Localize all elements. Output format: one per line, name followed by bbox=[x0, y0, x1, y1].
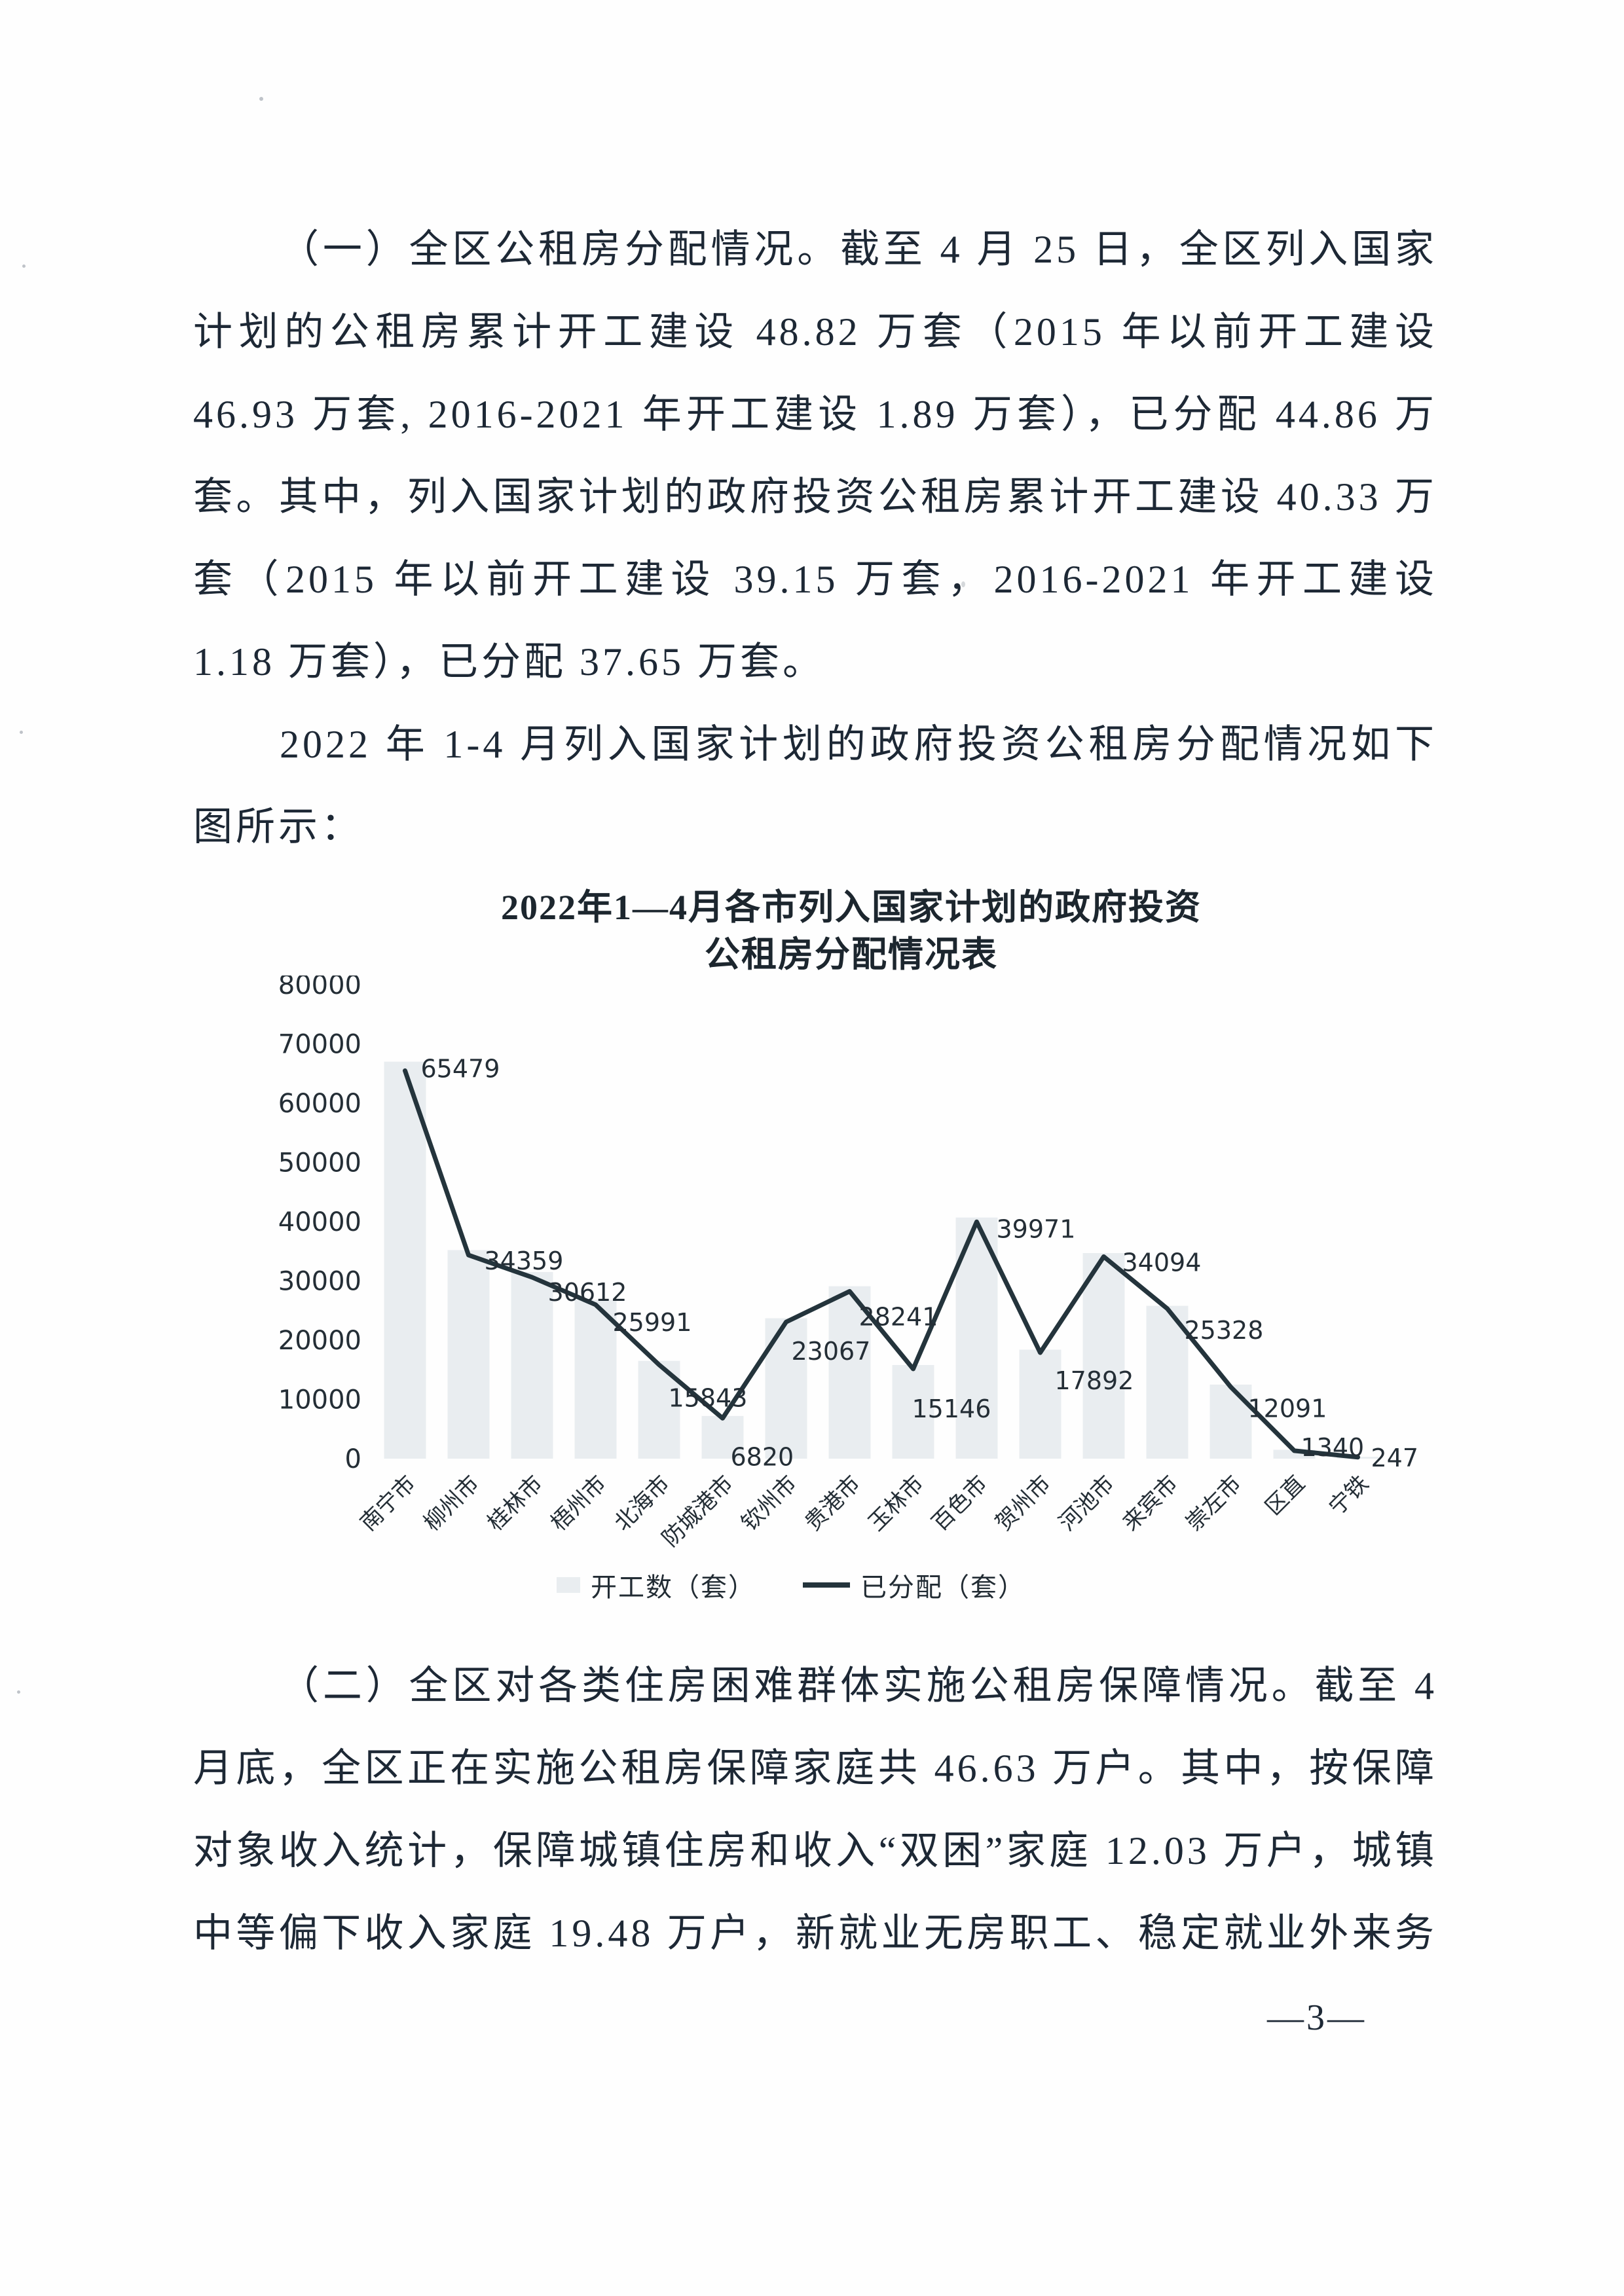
legend-item-started: 开工数（套） bbox=[557, 1566, 756, 1604]
paragraph-housing-security: （二）全区对各类住房困难群体实施公租房保障情况。截至 4 月底，全区正在实施公租… bbox=[193, 1664, 1437, 1955]
data-label: 30612 bbox=[548, 1278, 627, 1307]
started-bar bbox=[447, 1250, 490, 1459]
x-category-label: 来宾市 bbox=[1118, 1471, 1183, 1536]
data-label: 34359 bbox=[485, 1247, 564, 1275]
started-bar bbox=[1019, 1349, 1061, 1459]
allocated-line bbox=[403, 1068, 1360, 1460]
scan-speck bbox=[20, 731, 23, 734]
top-text-block: （一）全区公租房分配情况。截至 4 月 25 日，全区列入国家计划的公租房累计开… bbox=[193, 208, 1437, 868]
x-category-label: 北海市 bbox=[610, 1471, 674, 1536]
data-label: 12091 bbox=[1248, 1394, 1327, 1423]
scan-speck bbox=[22, 264, 26, 268]
x-category-label: 桂林市 bbox=[483, 1471, 547, 1536]
scan-speck bbox=[961, 581, 965, 587]
page-number: —3— bbox=[1267, 1997, 1367, 2038]
x-category-label: 南宁市 bbox=[356, 1471, 420, 1536]
started-bar bbox=[511, 1271, 553, 1459]
started-bar bbox=[701, 1415, 744, 1459]
started-bar bbox=[1082, 1252, 1125, 1459]
chart-title: 2022年1—4月各市列入国家计划的政府投资 公租房分配情况表 bbox=[275, 884, 1428, 978]
x-category-label: 区直 bbox=[1261, 1471, 1310, 1520]
y-tick-label: 60000 bbox=[278, 1089, 361, 1119]
chart-title-line-2: 公租房分配情况表 bbox=[705, 935, 998, 974]
data-label: 1340 bbox=[1301, 1433, 1365, 1462]
y-tick-label: 20000 bbox=[278, 1326, 361, 1356]
scan-speck bbox=[17, 1690, 20, 1694]
started-bar bbox=[892, 1365, 934, 1459]
allocation-chart: 2022年1—4月各市列入国家计划的政府投资 公租房分配情况表 0 10000 20… bbox=[275, 877, 1428, 1630]
y-tick-label: 30000 bbox=[278, 1267, 361, 1297]
x-category-label: 宁铁 bbox=[1324, 1471, 1373, 1520]
data-label: 15146 bbox=[912, 1394, 991, 1423]
data-label: 28241 bbox=[859, 1302, 938, 1331]
y-tick-label: 70000 bbox=[278, 1030, 361, 1060]
chart-svg: 0 10000 20000 30000 40000 50000 60000 70000 8000… bbox=[278, 975, 1419, 1552]
started-bar bbox=[1146, 1305, 1189, 1459]
line-swatch-icon bbox=[803, 1582, 850, 1588]
legend-label-started: 开工数（套） bbox=[591, 1573, 756, 1602]
data-label: 6820 bbox=[731, 1442, 794, 1471]
x-category-label: 梧州市 bbox=[546, 1471, 611, 1536]
y-tick-label: 40000 bbox=[278, 1207, 361, 1237]
bottom-text-block: （二）全区对各类住房困难群体实施公租房保障情况。截至 4 月底，全区正在实施公租… bbox=[193, 1645, 1437, 1975]
y-tick-label: 50000 bbox=[278, 1148, 361, 1178]
bar-swatch-icon bbox=[557, 1577, 580, 1593]
y-tick-label: 0 bbox=[345, 1444, 361, 1474]
data-label: 17892 bbox=[1055, 1366, 1134, 1395]
x-category-label: 柳州市 bbox=[419, 1471, 484, 1536]
started-bar bbox=[1209, 1384, 1252, 1459]
x-category-label: 百色市 bbox=[927, 1471, 992, 1536]
y-tick-label: 80000 bbox=[278, 975, 361, 1000]
x-category-label: 防城港市 bbox=[657, 1471, 738, 1552]
data-label: 25328 bbox=[1185, 1316, 1264, 1345]
chart-title-line-1: 2022年1—4月各市列入国家计划的政府投资 bbox=[501, 888, 1202, 927]
x-category-label: 崇左市 bbox=[1181, 1471, 1246, 1536]
data-label: 39971 bbox=[997, 1214, 1076, 1243]
data-label: 25991 bbox=[613, 1308, 692, 1337]
legend-item-allocated: 已分配（套） bbox=[803, 1566, 1025, 1604]
data-label: 34094 bbox=[1122, 1248, 1202, 1277]
x-category-label: 贺州市 bbox=[991, 1471, 1056, 1536]
y-tick-label: 10000 bbox=[278, 1385, 361, 1415]
x-category-label: 贵港市 bbox=[800, 1471, 865, 1536]
data-label: 15843 bbox=[669, 1384, 748, 1413]
x-category-label: 钦州市 bbox=[737, 1471, 802, 1536]
chart-legend: 开工数（套） 已分配（套） bbox=[557, 1566, 1025, 1604]
data-label: 247 bbox=[1371, 1444, 1419, 1472]
paragraph-chart-intro: 2022 年 1-4 月列入国家计划的政府投资公租房分配情况如下图所示： bbox=[193, 723, 1437, 848]
started-bar bbox=[828, 1286, 871, 1459]
data-label: 23067 bbox=[792, 1337, 871, 1366]
started-bar bbox=[574, 1300, 617, 1459]
scan-speck bbox=[259, 97, 263, 101]
paragraph-housing-allocation: （一）全区公租房分配情况。截至 4 月 25 日，全区列入国家计划的公租房累计开… bbox=[193, 228, 1437, 683]
data-label: 65479 bbox=[421, 1054, 500, 1083]
x-category-label: 河池市 bbox=[1054, 1471, 1119, 1536]
started-bar bbox=[384, 1061, 426, 1459]
legend-label-allocated: 已分配（套） bbox=[860, 1573, 1025, 1602]
x-category-label: 玉林市 bbox=[864, 1471, 929, 1536]
